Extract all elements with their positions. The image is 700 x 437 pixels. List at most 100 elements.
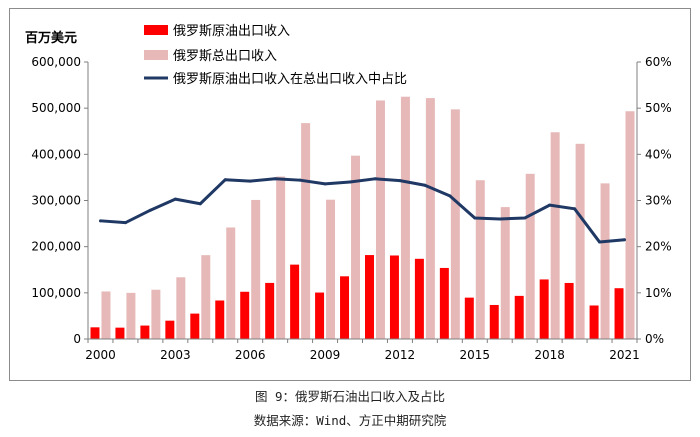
bar-oil-revenue-2008	[290, 264, 300, 339]
point-oil-share-2021	[623, 238, 627, 242]
x-tick-label: 2018	[534, 348, 565, 362]
bar-total-export-2009	[326, 199, 336, 339]
bar-oil-revenue-2004	[190, 313, 200, 339]
bar-oil-revenue-2001	[115, 327, 125, 339]
y-tick-label-left: 600,000	[31, 55, 81, 69]
bar-total-export-2000	[101, 291, 111, 339]
point-oil-share-2012	[398, 179, 402, 183]
point-oil-share-2005	[223, 178, 227, 182]
bar-oil-revenue-2018	[539, 279, 549, 339]
source-note: 数据来源：Wind、方正中期研究院	[253, 413, 447, 428]
point-oil-share-2010	[348, 180, 352, 184]
x-tick-label: 2006	[235, 348, 266, 362]
bar-total-export-2016	[500, 207, 510, 339]
y-tick-label-right: 50%	[645, 101, 672, 115]
point-oil-share-2007	[273, 177, 277, 181]
point-oil-share-2001	[123, 221, 127, 225]
y-tick-label-right: 0%	[645, 332, 664, 346]
legend-label-oil-revenue: 俄罗斯原油出口收入	[173, 24, 290, 39]
bar-oil-revenue-2012	[389, 255, 399, 339]
bar-oil-revenue-2007	[265, 282, 275, 339]
legend-swatch-total-export	[144, 50, 168, 60]
bar-oil-revenue-2016	[489, 304, 499, 339]
point-oil-share-2003	[173, 197, 177, 201]
point-oil-share-2004	[198, 202, 202, 206]
y-tick-label-left: 100,000	[31, 286, 81, 300]
bar-oil-revenue-2010	[340, 276, 350, 339]
bar-oil-revenue-2003	[165, 320, 175, 339]
bar-total-export-2018	[550, 132, 560, 339]
x-tick-label: 2012	[385, 348, 416, 362]
bar-total-export-2013	[425, 98, 435, 340]
x-tick-label: 2009	[310, 348, 341, 362]
bar-oil-revenue-2000	[90, 327, 100, 339]
bar-total-export-2008	[301, 123, 311, 339]
bar-oil-revenue-2021	[614, 288, 624, 339]
bar-oil-revenue-2014	[439, 267, 449, 339]
bar-oil-revenue-2020	[589, 305, 599, 339]
bar-oil-revenue-2019	[564, 282, 574, 339]
point-oil-share-2006	[248, 179, 252, 183]
point-oil-share-2002	[148, 208, 152, 212]
bar-total-export-2011	[375, 100, 385, 339]
bar-total-export-2017	[525, 173, 535, 339]
figure-caption: 图 9：俄罗斯石油出口收入及占比	[254, 389, 446, 404]
y-tick-label-left: 500,000	[31, 101, 81, 115]
chart-frame: 0 100,000 200,000 300,000 400,000 500,000 600,…	[9, 8, 691, 381]
y-tick-label-right: 60%	[645, 55, 672, 69]
bar-oil-revenue-2013	[414, 258, 424, 339]
bar-oil-revenue-2015	[464, 297, 474, 339]
bar-total-export-2019	[575, 143, 585, 339]
y-tick-label-right: 30%	[645, 194, 672, 208]
point-oil-share-2008	[298, 178, 302, 182]
point-oil-share-2013	[423, 183, 427, 187]
point-oil-share-2016	[498, 217, 502, 221]
y-tick-label-right: 20%	[645, 240, 672, 254]
bar-oil-revenue-2009	[315, 292, 325, 339]
point-oil-share-2017	[523, 216, 527, 220]
bar-oil-revenue-2006	[240, 291, 250, 339]
legend-label-total-export: 俄罗斯总出口收入	[173, 49, 277, 64]
bar-total-export-2001	[126, 292, 136, 339]
bar-oil-revenue-2017	[514, 295, 524, 339]
x-tick-label: 2003	[160, 348, 191, 362]
y-tick-label-left: 400,000	[31, 147, 81, 161]
bar-total-export-2004	[201, 255, 211, 339]
bar-oil-revenue-2005	[215, 300, 225, 339]
bar-total-export-2012	[400, 96, 410, 339]
bar-oil-revenue-2002	[140, 325, 150, 339]
point-oil-share-2011	[373, 177, 377, 181]
bar-total-export-2021	[625, 111, 635, 340]
point-oil-share-2019	[573, 207, 577, 211]
x-tick-label: 2015	[460, 348, 491, 362]
y-axis-label: 百万美元	[25, 30, 77, 46]
y-tick-label-left: 300,000	[31, 194, 81, 208]
y-tick-label-right: 40%	[645, 147, 672, 161]
point-oil-share-2020	[598, 240, 602, 244]
bar-total-export-2015	[475, 180, 485, 339]
bar-total-export-2020	[600, 183, 610, 339]
legend-label-share: 俄罗斯原油出口收入在总出口收入中占比	[173, 72, 407, 87]
point-oil-share-2000	[98, 219, 102, 223]
bar-total-export-2005	[226, 227, 236, 339]
y-tick-label-right: 10%	[645, 286, 672, 300]
x-tick-label: 2021	[609, 348, 640, 362]
bar-total-export-2014	[450, 109, 460, 339]
bar-total-export-2010	[351, 155, 361, 339]
y-tick-label-left: 200,000	[31, 240, 81, 254]
bar-oil-revenue-2011	[364, 255, 374, 339]
line-oil-share	[100, 177, 625, 244]
point-oil-share-2014	[448, 194, 452, 198]
legend: 俄罗斯原油出口收入 俄罗斯总出口收入 俄罗斯原油出口收入在总出口收入中占比	[144, 24, 407, 87]
y-tick-label-left: 0	[73, 332, 81, 346]
point-oil-share-2009	[323, 182, 327, 186]
chart: 0 100,000 200,000 300,000 400,000 500,000 600,…	[25, 24, 672, 362]
bar-total-export-2006	[251, 199, 261, 339]
bar-total-export-2002	[151, 289, 161, 339]
point-oil-share-2018	[548, 203, 552, 207]
legend-swatch-oil-revenue	[144, 25, 168, 35]
x-tick-label: 2000	[85, 348, 116, 362]
point-oil-share-2015	[473, 216, 477, 220]
bar-total-export-2007	[276, 176, 286, 339]
bar-total-export-2003	[176, 277, 186, 339]
